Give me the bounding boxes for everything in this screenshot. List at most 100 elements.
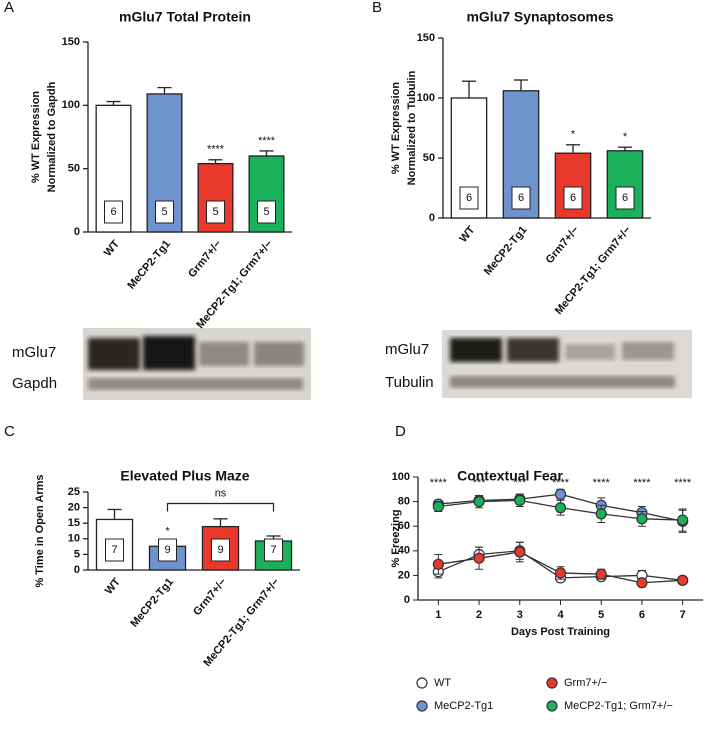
point (514, 546, 526, 558)
significance: * (165, 526, 170, 538)
significance: *** (513, 477, 527, 489)
y-tick-label: 100 (62, 99, 80, 111)
x-tick-label: 4 (557, 609, 564, 621)
chart-title: mGlu7 Synaptosomes (466, 9, 613, 25)
n-box (155, 200, 174, 224)
significance: * (623, 131, 628, 143)
significance: **** (258, 135, 276, 147)
legend-label: MeCP2-Tg1; Grm7+/− (564, 700, 673, 712)
n-box (264, 538, 283, 562)
chart-title: mGlu7 Total Protein (119, 9, 251, 25)
n-label: 7 (111, 544, 117, 556)
bracket-label: ns (215, 487, 227, 499)
y-tick-label: 0 (429, 212, 435, 224)
y-tick-label: 150 (62, 36, 80, 48)
x-tick-label: Grm7+/− (191, 576, 229, 618)
n-label: 6 (622, 192, 628, 204)
significance: **** (430, 477, 448, 489)
y-tick-label: 0 (404, 594, 410, 606)
panel-letter: B (372, 0, 382, 16)
n-label: 9 (164, 544, 170, 556)
n-box (105, 538, 124, 562)
blot-label: Tubulin (385, 374, 434, 391)
panel-letter: C (4, 423, 15, 440)
n-label: 5 (212, 206, 218, 218)
point (473, 496, 485, 508)
x-axis-title: Days Post Training (511, 626, 610, 638)
point (554, 488, 567, 500)
bracket (166, 502, 275, 512)
y-tick-label: 80 (398, 496, 410, 508)
significance: **** (552, 477, 570, 489)
n-label: 6 (110, 206, 116, 218)
y-axis-title: Normalized to Tubulin (406, 70, 418, 185)
point (636, 513, 648, 525)
x-tick-label: Grm7+/− (186, 238, 224, 280)
n-box (615, 186, 635, 210)
y-tick-label: 150 (417, 32, 435, 44)
significance: **** (674, 477, 692, 489)
n-box (257, 200, 276, 224)
point (677, 574, 689, 586)
n-box (211, 538, 230, 562)
n-label: 7 (270, 544, 276, 556)
significance: **** (633, 477, 651, 489)
blot-b (442, 330, 692, 398)
point (514, 494, 526, 506)
legend-label: WT (434, 677, 451, 689)
x-tick-label: MeCP2-Tg1 (482, 224, 530, 278)
blot-label: Gapdh (12, 375, 57, 392)
significance: **** (207, 144, 225, 156)
n-label: 6 (570, 192, 576, 204)
y-axis-title: % Freezing (390, 509, 402, 567)
n-label: 6 (518, 192, 524, 204)
chart-title: Elevated Plus Maze (120, 468, 249, 484)
n-label: 6 (466, 192, 472, 204)
x-tick-label: 3 (517, 609, 523, 621)
point (473, 552, 485, 564)
n-box (459, 186, 479, 210)
x-tick-label: WT (102, 238, 122, 259)
blot-label: mGlu7 (12, 344, 56, 361)
y-tick-label: 50 (68, 163, 80, 175)
point (595, 508, 607, 520)
y-tick-label: 20 (68, 502, 80, 514)
point (677, 514, 689, 526)
n-box (104, 200, 123, 224)
y-tick-label: 100 (417, 92, 435, 104)
n-box (158, 538, 177, 562)
legend-marker (416, 700, 428, 712)
n-label: 5 (161, 206, 167, 218)
point (554, 502, 567, 514)
legend-label: Grm7+/− (564, 677, 607, 689)
point (432, 558, 444, 570)
n-box (563, 186, 583, 210)
x-tick-label: 7 (680, 609, 686, 621)
x-tick-label: 1 (435, 609, 441, 621)
y-tick-label: 50 (423, 152, 435, 164)
x-tick-label: MeCP2-Tg1 (128, 576, 176, 630)
point (554, 567, 567, 579)
significance: *** (473, 477, 487, 489)
legend-label: MeCP2-Tg1 (434, 700, 493, 712)
n-label: 5 (263, 206, 269, 218)
x-tick-label: 5 (598, 609, 604, 621)
significance: * (571, 129, 576, 141)
legend-marker (546, 677, 558, 689)
bar (450, 97, 488, 219)
y-tick-label: 20 (398, 569, 410, 581)
point (432, 500, 444, 513)
x-tick-label: Grm7+/− (544, 224, 582, 266)
legend-marker (546, 700, 558, 712)
blot-a (83, 328, 311, 400)
x-tick-label: WT (103, 576, 123, 597)
y-tick-label: 25 (68, 486, 80, 498)
panel-letter: A (4, 0, 14, 16)
point (636, 577, 648, 589)
y-tick-label: 0 (74, 564, 80, 576)
y-axis-title: % WT Expression (390, 82, 402, 175)
y-tick-label: 5 (74, 548, 80, 560)
y-axis-title: % Time in Open Arms (34, 474, 46, 587)
x-tick-label: 6 (639, 609, 645, 621)
x-tick-label: 2 (476, 609, 482, 621)
